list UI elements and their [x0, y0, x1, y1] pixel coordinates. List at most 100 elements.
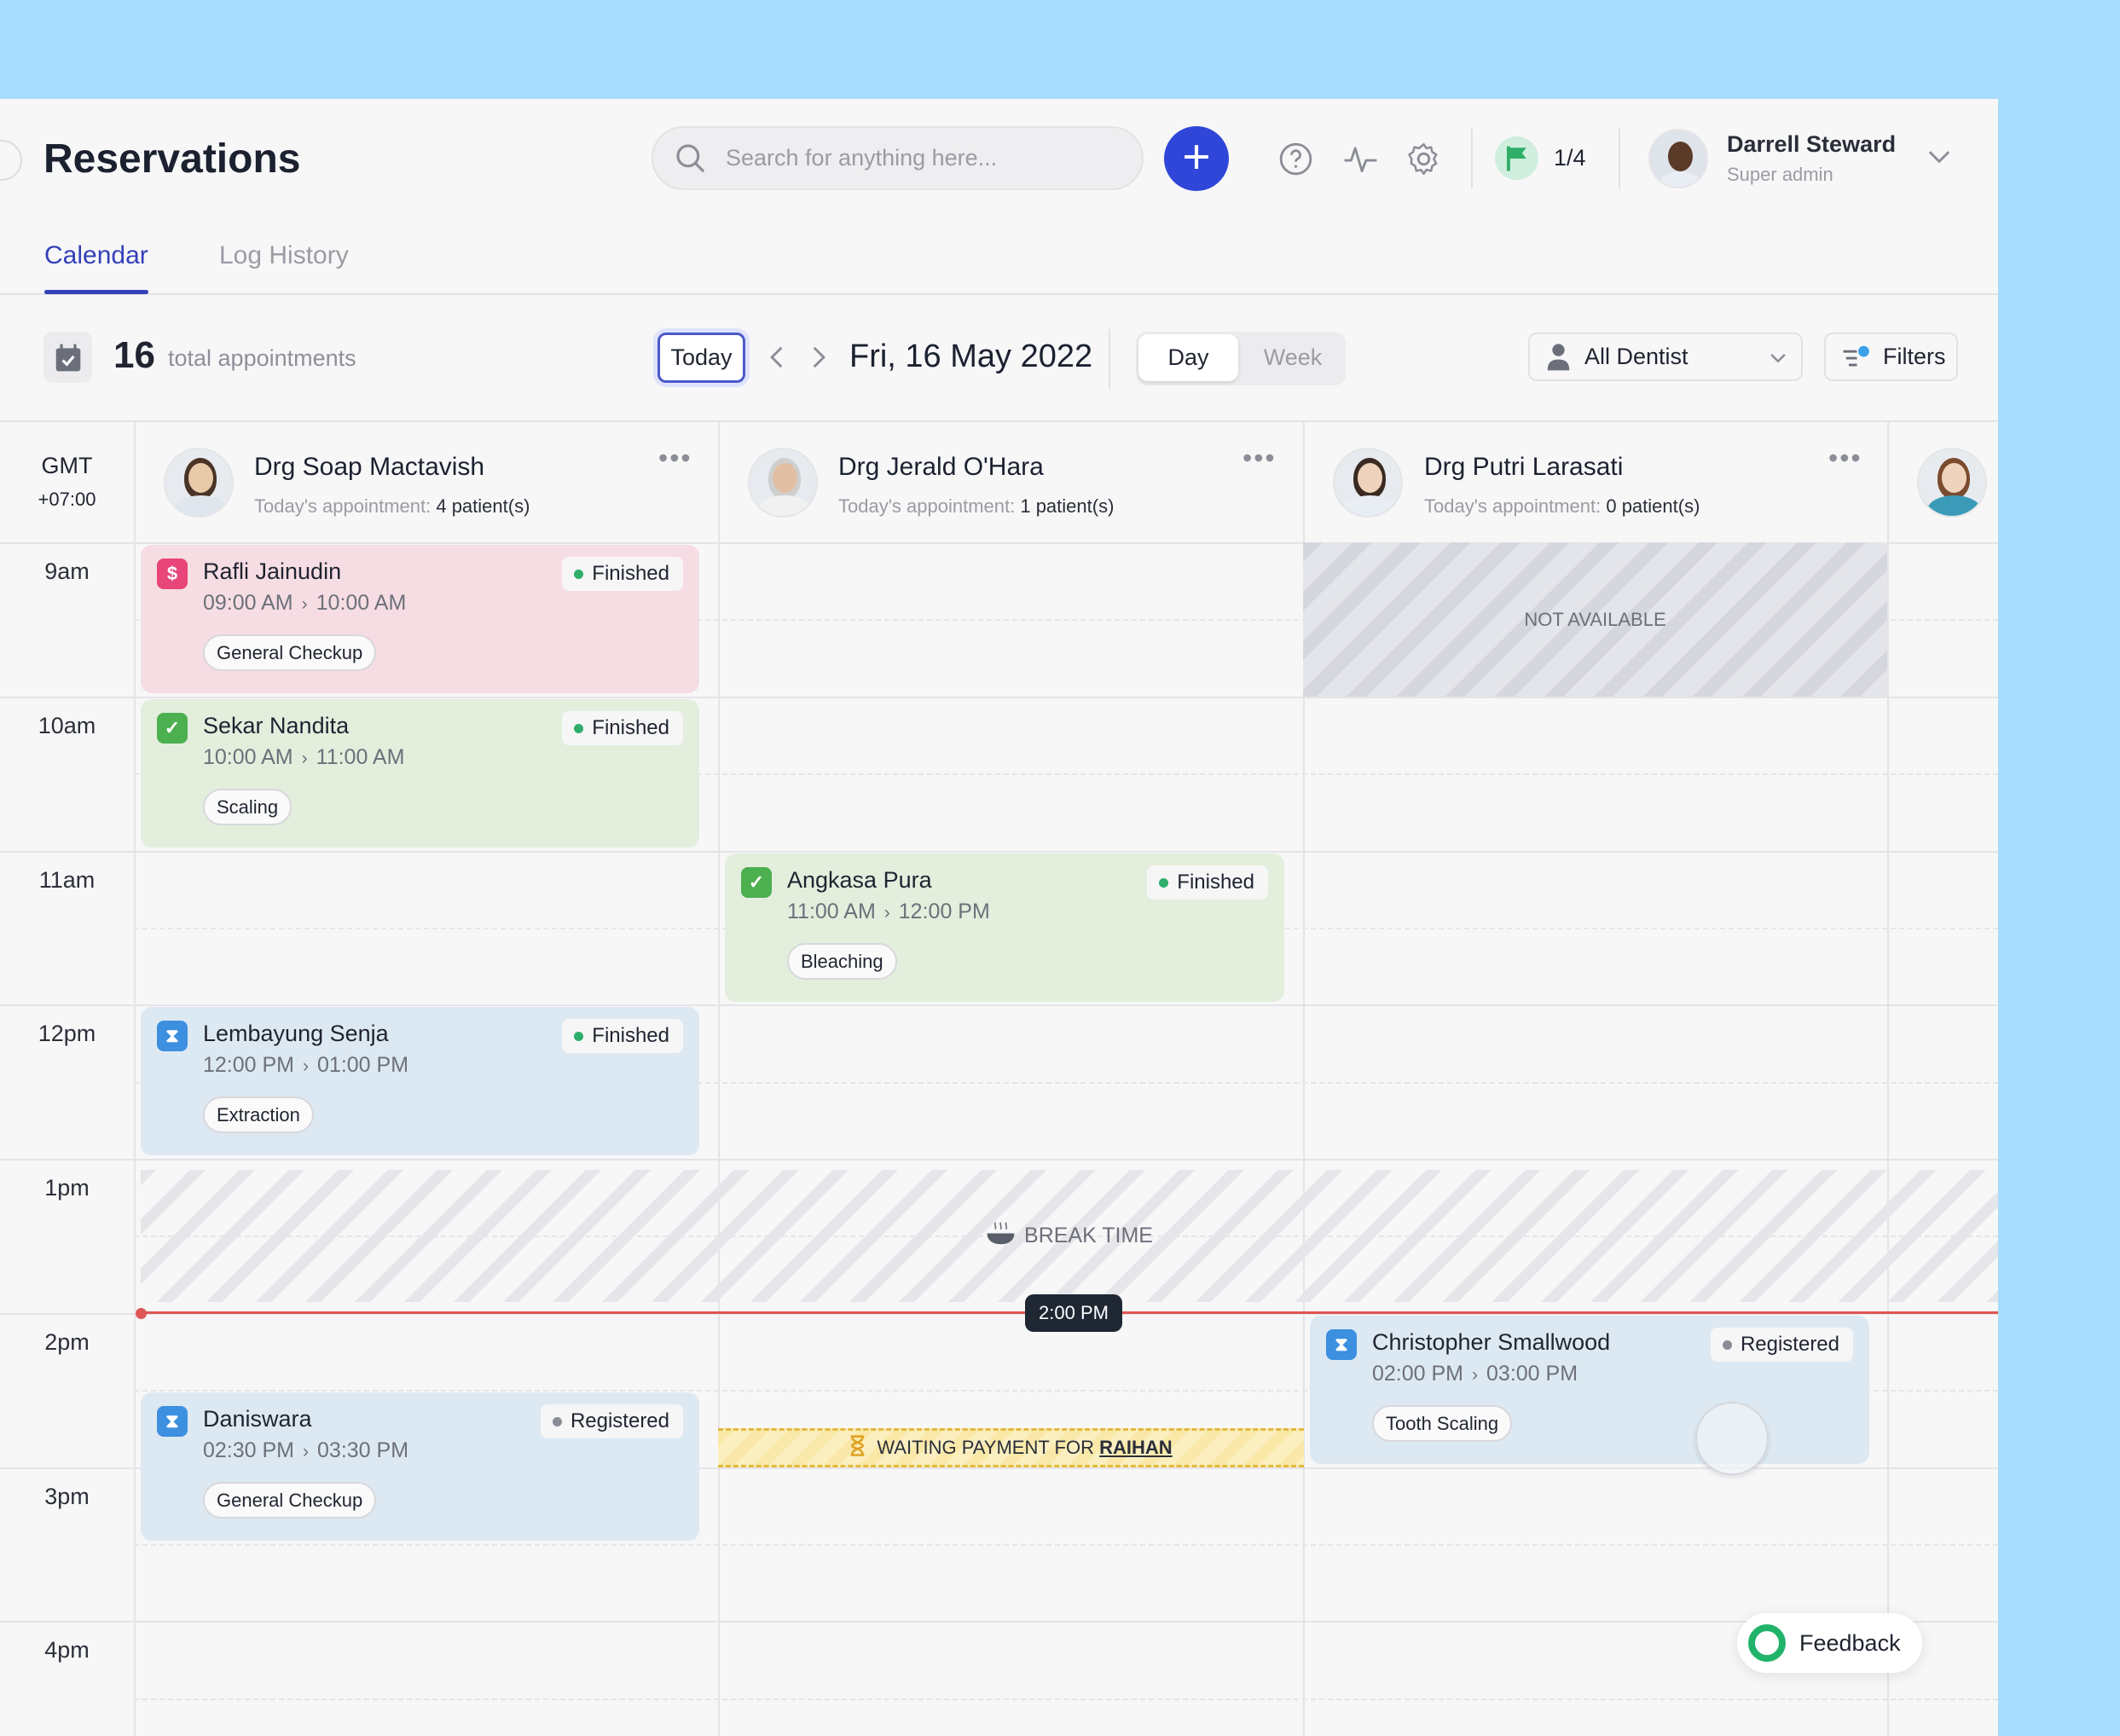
- total-count: 16: [113, 334, 155, 376]
- divider: [1109, 329, 1110, 389]
- status-dot: [552, 1416, 562, 1426]
- doctor-avatar: [1333, 448, 1403, 518]
- hour-divider: [0, 1313, 1998, 1315]
- user-role: Super admin: [1727, 164, 1833, 185]
- appointment-card[interactable]: ✓ Angkasa Pura 11:00 AM › 12:00 PM Bleaching F…: [725, 854, 1284, 1002]
- help-icon[interactable]: [1277, 140, 1314, 177]
- chevron-down-icon[interactable]: [1926, 142, 1953, 174]
- avatar-face: [1358, 463, 1382, 493]
- current-time-dot: [136, 1308, 147, 1319]
- column-divider: [1887, 420, 1889, 1736]
- hour-divider: [0, 851, 1998, 853]
- hour-divider: [0, 1159, 1998, 1160]
- activity-icon[interactable]: [1341, 140, 1379, 177]
- appointment-time: 11:00 AM › 12:00 PM: [787, 900, 990, 924]
- doctor-name: Drg Jerald O'Hara: [838, 453, 1044, 481]
- filters-label: Filters: [1883, 344, 1946, 369]
- more-options-icon[interactable]: •••: [658, 443, 692, 473]
- waiting-payment-banner[interactable]: WAITING PAYMENT FOR RAIHAN: [718, 1428, 1304, 1467]
- previous-day-button[interactable]: [765, 344, 790, 375]
- feedback-icon: [1748, 1624, 1786, 1662]
- waiting-payment-name[interactable]: RAIHAN: [1099, 1437, 1173, 1458]
- start-time: 02:30 PM: [203, 1438, 295, 1462]
- half-hour-divider: [134, 1390, 1998, 1392]
- user-avatar[interactable]: [1648, 129, 1708, 188]
- end-time: 03:00 PM: [1486, 1362, 1578, 1386]
- status-dot: [1722, 1340, 1732, 1350]
- appointment-count: 0 patient(s): [1606, 495, 1700, 517]
- end-time: 01:00 PM: [317, 1053, 409, 1077]
- doctor-avatar: [164, 448, 234, 518]
- divider: [1619, 129, 1620, 188]
- start-time: 10:00 AM: [203, 745, 293, 769]
- touch-indicator: [1695, 1402, 1769, 1475]
- appointment-time: 02:30 PM › 03:30 PM: [203, 1438, 408, 1463]
- chevron-down-icon: [1770, 353, 1786, 362]
- filters-button[interactable]: Filters: [1824, 333, 1958, 381]
- hour-label: 10am: [38, 713, 96, 738]
- status-badge: Registered: [540, 1404, 683, 1438]
- appointment-time: 12:00 PM › 01:00 PM: [203, 1053, 408, 1078]
- hour-divider: [0, 1621, 1998, 1623]
- more-options-icon[interactable]: •••: [1242, 443, 1277, 473]
- current-time-label: 2:00 PM: [1025, 1294, 1122, 1332]
- appointment-card[interactable]: ✓ Sekar Nandita 10:00 AM › 11:00 AM Scaling Fi…: [141, 699, 699, 848]
- check-icon: ✓: [741, 867, 772, 898]
- tab-log-history[interactable]: Log History: [219, 241, 349, 269]
- start-time: 09:00 AM: [203, 591, 293, 615]
- tab-calendar[interactable]: Calendar: [44, 241, 148, 294]
- avatar-body: [1927, 495, 1981, 516]
- status-badge: Finished: [1147, 865, 1268, 900]
- appointment-count: 1 patient(s): [1020, 495, 1115, 517]
- hour-label: 3pm: [44, 1484, 90, 1509]
- break-time-block: BREAK TIME: [141, 1170, 1998, 1302]
- today-button[interactable]: Today: [657, 333, 745, 383]
- hourglass-icon: ⧗: [1326, 1329, 1357, 1360]
- service-tag: Tooth Scaling: [1372, 1405, 1513, 1442]
- divider: [0, 420, 1998, 422]
- appointment-card[interactable]: ⧗ Lembayung Senja 12:00 PM › 01:00 PM Extract…: [141, 1007, 699, 1155]
- flag-icon[interactable]: [1495, 136, 1538, 180]
- calendar-grid: GMT +07:00 9am 10am 11am 12pm 1pm 2pm 3pm 4pm Dr…: [0, 99, 1998, 1736]
- avatar-face: [188, 463, 213, 493]
- doctor-name: Drg Putri Larasati: [1424, 453, 1624, 481]
- search-input[interactable]: Search for anything here...: [652, 126, 1144, 190]
- start-time: 02:00 PM: [1372, 1362, 1464, 1386]
- status-label: Finished: [1177, 871, 1254, 894]
- hour-divider: [0, 1004, 1998, 1006]
- filter-icon: [1843, 345, 1869, 367]
- half-hour-divider: [134, 619, 1998, 621]
- dentist-icon: [1547, 344, 1570, 371]
- divider: [1471, 129, 1473, 188]
- avatar-body: [1343, 495, 1397, 516]
- check-icon: ✓: [157, 713, 188, 744]
- appointment-card[interactable]: ⧗ Daniswara 02:30 PM › 03:30 PM General Check…: [141, 1392, 699, 1541]
- doctor-avatar: [748, 448, 818, 518]
- calendar-icon: [43, 332, 92, 383]
- view-week-button[interactable]: Week: [1263, 344, 1323, 370]
- patient-name: Rafli Jainudin: [203, 558, 342, 584]
- appointment-label: Today's appointment:: [1424, 495, 1602, 517]
- appointment-card[interactable]: ⧗ Christopher Smallwood 02:00 PM › 03:00 PM T…: [1310, 1316, 1869, 1464]
- waiting-payment-text: WAITING PAYMENT FOR RAIHAN: [877, 1437, 1172, 1459]
- page-title: Reservations: [43, 136, 301, 182]
- appointment-card[interactable]: $ Rafli Jainudin 09:00 AM › 10:00 AM General …: [141, 545, 699, 693]
- next-day-button[interactable]: [806, 344, 831, 375]
- view-day-button[interactable]: Day: [1138, 334, 1238, 381]
- more-options-icon[interactable]: •••: [1828, 443, 1862, 473]
- status-dot: [574, 569, 584, 579]
- feedback-button[interactable]: Feedback: [1737, 1613, 1922, 1673]
- status-badge: Finished: [562, 1019, 683, 1053]
- tab-bar: Calendar Log History: [0, 234, 1998, 295]
- hour-divider: [0, 542, 1998, 544]
- appointment-label: Today's appointment:: [838, 495, 1016, 517]
- arrow-icon: ›: [301, 594, 308, 614]
- service-tag: General Checkup: [203, 1482, 377, 1519]
- settings-gear-icon[interactable]: [1405, 140, 1442, 177]
- hour-label: 12pm: [38, 1021, 96, 1046]
- add-button[interactable]: +: [1164, 126, 1229, 191]
- end-time: 03:30 PM: [317, 1438, 409, 1462]
- not-available-label: NOT AVAILABLE: [1524, 608, 1666, 630]
- dentist-select[interactable]: All Dentist: [1528, 333, 1803, 381]
- doctor-name: Drg Soap Mactavish: [254, 453, 485, 481]
